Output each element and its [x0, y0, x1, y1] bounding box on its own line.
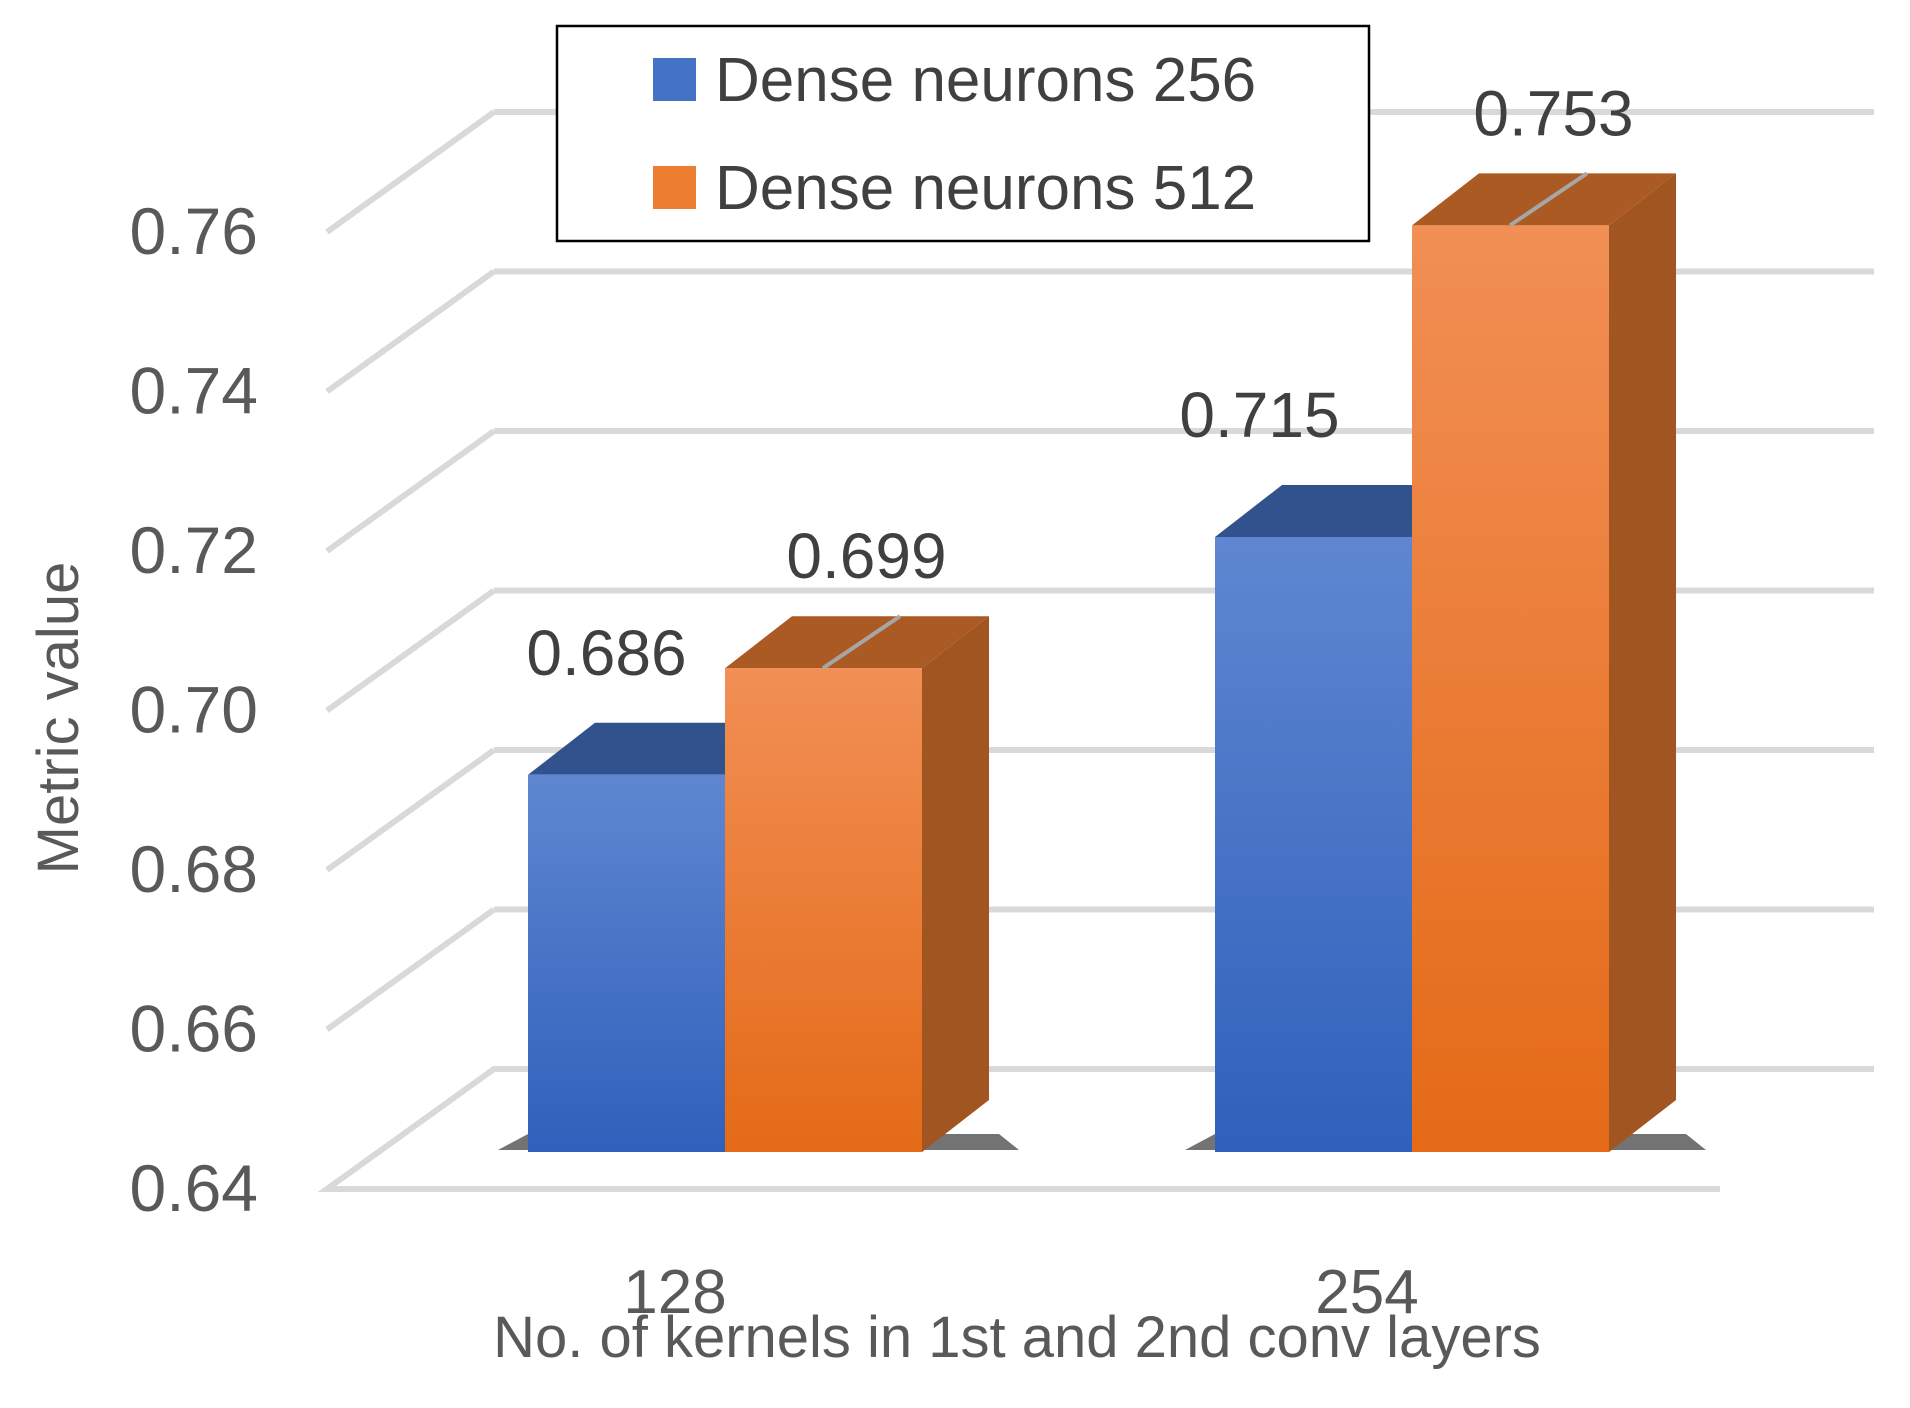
gridline-side	[325, 907, 496, 1032]
y-tick-label: 0.64	[130, 1151, 258, 1225]
data-label: 0.753	[1473, 77, 1633, 149]
floor-outline	[317, 1066, 1874, 1192]
bar	[1215, 537, 1412, 1152]
y-tick-labels: 0.64 0.66 0.68 0.70 0.72 0.74 0.76	[130, 194, 258, 1225]
data-label: 0.715	[1179, 379, 1339, 451]
y-tick-label: 0.74	[130, 354, 258, 428]
leader-line	[1508, 171, 1589, 228]
gridline-side	[325, 747, 496, 873]
legend-swatch-series-2	[653, 166, 696, 209]
y-tick-label: 0.70	[130, 673, 258, 747]
bar-top	[1412, 173, 1676, 226]
x-tick-label: 254	[1315, 1258, 1418, 1327]
y-tick-label: 0.72	[130, 513, 258, 587]
bar	[725, 668, 922, 1152]
legend-swatch-series-1	[653, 58, 696, 101]
bar	[1412, 225, 1609, 1152]
gridline-side	[325, 588, 496, 713]
x-axis-title: No. of kernels in 1st and 2nd conv layer…	[493, 1305, 1541, 1370]
y-tick-label: 0.76	[130, 194, 258, 268]
gridline-side	[325, 428, 496, 554]
x-tick-label: 128	[623, 1258, 726, 1327]
legend: Dense neurons 256 Dense neurons 512	[555, 24, 1371, 243]
legend-label-series-1: Dense neurons 256	[715, 46, 1256, 115]
bar-side	[1609, 173, 1676, 1152]
leader-line	[821, 614, 902, 670]
data-label: 0.686	[526, 617, 686, 689]
bars	[528, 173, 1676, 1152]
data-labels: 0.686 0.715 0.699 0.753	[526, 77, 1633, 688]
y-tick-label: 0.68	[130, 832, 258, 906]
gridline-side	[325, 109, 496, 235]
x-category-labels: 128 254	[623, 1258, 1418, 1327]
bar-side	[922, 616, 989, 1152]
bar-top	[725, 616, 989, 669]
data-label: 0.699	[786, 520, 946, 592]
chart-floor	[317, 1066, 1874, 1192]
y-tick-label: 0.66	[130, 992, 258, 1066]
y-axis-title: Metric value	[26, 562, 91, 875]
gridline-side	[325, 269, 496, 394]
bar	[528, 774, 725, 1152]
legend-label-series-2: Dense neurons 512	[715, 154, 1256, 223]
